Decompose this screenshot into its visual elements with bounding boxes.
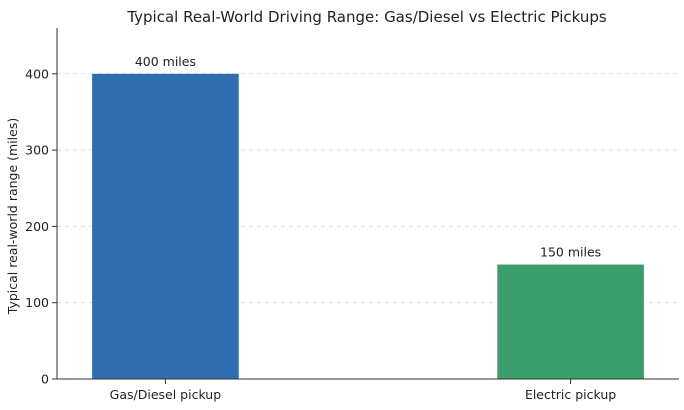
bar: [92, 73, 239, 380]
x-tick-label: Electric pickup: [525, 387, 616, 402]
chart-title: Typical Real-World Driving Range: Gas/Di…: [126, 8, 607, 26]
bar-value-label: 400 miles: [135, 54, 196, 69]
y-axis-label: Typical real-world range (miles): [5, 118, 20, 315]
y-tick-label: 100: [25, 295, 49, 310]
x-tick-label: Gas/Diesel pickup: [110, 387, 222, 402]
bar: [497, 264, 644, 379]
y-tick-label: 300: [25, 143, 49, 158]
x-ticks: Gas/Diesel pickup Electric pickup: [110, 379, 616, 402]
y-tick-label: 400: [25, 66, 49, 81]
bar-value-labels: 400 miles 150 miles: [135, 54, 601, 260]
y-tick-label: 0: [41, 372, 49, 387]
bar-value-label: 150 miles: [540, 245, 601, 260]
bars: [92, 73, 644, 380]
y-ticks: 0 100 200 300 400: [25, 66, 57, 387]
y-tick-label: 200: [25, 219, 49, 234]
